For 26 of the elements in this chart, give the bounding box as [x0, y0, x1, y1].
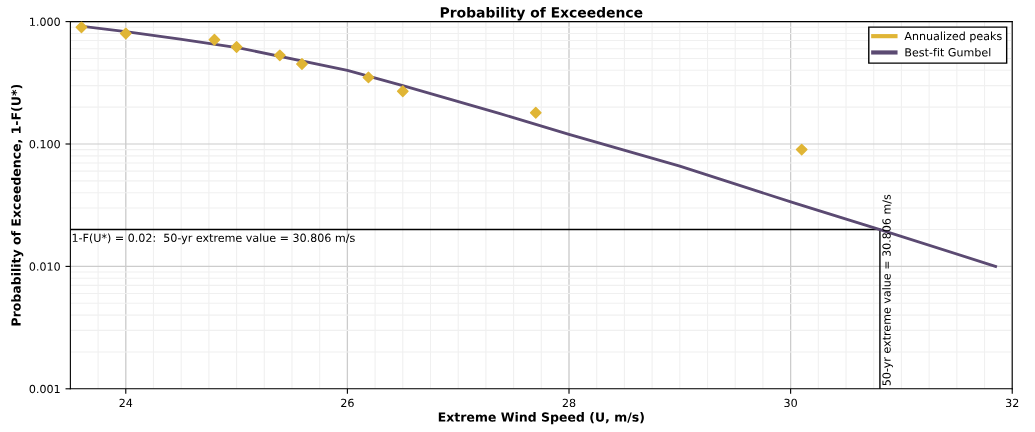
y-axis-title: Probability of Exceedence, 1-F(U*) — [11, 84, 24, 326]
ref-line-label: 1-F(U*) = 0.02: 50-yr extreme value = 30.806 m/s — [72, 233, 355, 245]
point — [795, 143, 808, 156]
point — [75, 21, 88, 34]
y-tick-label: 0.010 — [29, 262, 60, 271]
x-tick-label: 32 — [1006, 398, 1019, 408]
y-tick-label: 1.000 — [30, 17, 60, 26]
x-tick-label: 28 — [562, 398, 576, 408]
y-tick-label: 0.100 — [29, 139, 60, 149]
x-axis-title: Extreme Wind Speed (U, m/s) — [438, 412, 644, 425]
ref-line-label: 50-yr extreme value = 30.806 m/s — [882, 194, 893, 386]
y-tick-label: 0.001 — [29, 384, 60, 394]
point — [208, 33, 221, 46]
x-tick-label: 26 — [341, 398, 354, 408]
chart-title: Probability of Exceedence — [440, 6, 643, 21]
point — [119, 27, 132, 40]
legend-label: Annualized peaks — [904, 31, 1002, 43]
point — [362, 71, 375, 84]
point — [296, 58, 308, 70]
point — [396, 85, 409, 98]
legend-label: Best-fit Gumbel — [905, 47, 991, 57]
point — [230, 41, 243, 53]
x-tick-label: 30 — [784, 398, 797, 408]
point — [273, 49, 286, 62]
x-tick-label: 24 — [119, 398, 133, 407]
point — [529, 106, 542, 119]
